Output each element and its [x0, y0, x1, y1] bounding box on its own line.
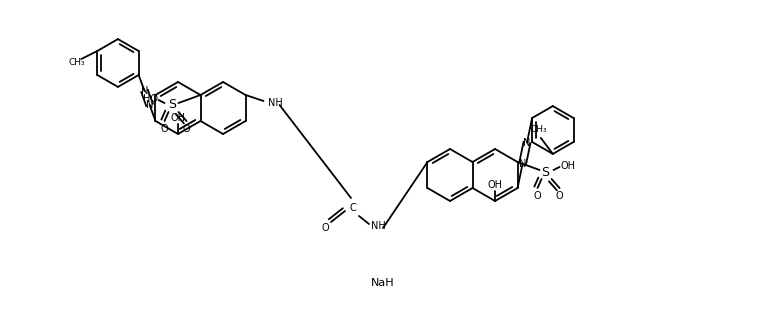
Text: N: N	[141, 86, 148, 96]
Text: NH: NH	[371, 221, 386, 231]
Text: S: S	[169, 99, 176, 112]
Text: N: N	[146, 100, 153, 110]
Text: O: O	[556, 191, 564, 201]
Text: C: C	[350, 203, 357, 213]
Text: CH₃: CH₃	[531, 126, 547, 134]
Text: CH₃: CH₃	[69, 58, 86, 67]
Text: O: O	[321, 223, 329, 233]
Text: O: O	[183, 124, 190, 134]
Text: O: O	[534, 191, 542, 201]
Text: OH: OH	[560, 161, 575, 171]
Text: N: N	[519, 158, 526, 169]
Text: OH: OH	[170, 113, 186, 123]
Text: O: O	[161, 124, 168, 134]
Text: NaH: NaH	[371, 278, 395, 288]
Text: S: S	[542, 165, 549, 178]
Text: HO: HO	[143, 94, 158, 104]
Text: N: N	[523, 138, 531, 147]
Text: NH: NH	[268, 98, 282, 108]
Text: OH: OH	[488, 180, 502, 190]
